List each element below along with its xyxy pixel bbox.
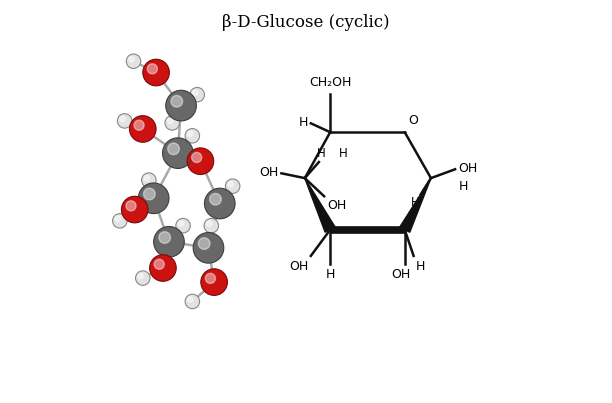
Circle shape: [168, 143, 179, 155]
Circle shape: [121, 196, 148, 223]
Polygon shape: [305, 178, 335, 232]
Circle shape: [168, 118, 173, 124]
Circle shape: [187, 131, 193, 137]
Circle shape: [115, 216, 121, 222]
Circle shape: [143, 59, 170, 86]
Text: H: H: [416, 260, 425, 273]
Circle shape: [163, 138, 193, 168]
Circle shape: [187, 297, 193, 302]
Text: H: H: [326, 268, 335, 281]
Circle shape: [144, 188, 155, 200]
Circle shape: [201, 269, 228, 295]
Circle shape: [228, 181, 233, 187]
Circle shape: [126, 201, 136, 211]
Circle shape: [154, 226, 184, 257]
Text: CH₂OH: CH₂OH: [309, 76, 351, 89]
Polygon shape: [400, 178, 431, 232]
Circle shape: [171, 96, 182, 107]
Text: OH: OH: [391, 268, 410, 281]
Text: OH: OH: [327, 199, 346, 212]
Circle shape: [185, 129, 200, 143]
Circle shape: [150, 255, 176, 281]
Text: H: H: [338, 147, 348, 160]
Circle shape: [159, 232, 171, 243]
Circle shape: [210, 193, 222, 205]
Circle shape: [165, 116, 179, 130]
Text: β-D-Glucose (cyclic): β-D-Glucose (cyclic): [222, 14, 390, 31]
Circle shape: [206, 221, 212, 226]
Circle shape: [130, 116, 156, 142]
Circle shape: [120, 116, 125, 122]
Circle shape: [166, 90, 196, 121]
Circle shape: [176, 218, 190, 233]
Circle shape: [134, 120, 144, 130]
Circle shape: [113, 214, 127, 228]
Text: O: O: [408, 114, 418, 127]
Circle shape: [144, 175, 149, 181]
Circle shape: [225, 179, 240, 193]
Circle shape: [178, 221, 184, 226]
Circle shape: [154, 259, 164, 269]
Circle shape: [126, 54, 141, 69]
Circle shape: [147, 64, 157, 74]
Circle shape: [206, 273, 215, 283]
Circle shape: [192, 90, 198, 96]
Text: H: H: [299, 116, 308, 129]
Circle shape: [138, 273, 143, 279]
Text: OH: OH: [289, 260, 308, 273]
Circle shape: [193, 233, 224, 263]
Text: OH: OH: [259, 166, 278, 179]
Text: H: H: [458, 180, 468, 193]
Circle shape: [185, 294, 200, 309]
Circle shape: [141, 173, 156, 187]
Circle shape: [192, 152, 202, 162]
Circle shape: [135, 271, 150, 285]
Text: H: H: [411, 196, 419, 209]
Circle shape: [187, 148, 214, 174]
Circle shape: [204, 218, 218, 233]
Circle shape: [138, 183, 169, 214]
Circle shape: [129, 56, 134, 62]
Circle shape: [190, 87, 204, 102]
Circle shape: [204, 188, 235, 219]
Circle shape: [118, 114, 132, 128]
Text: OH: OH: [458, 162, 477, 174]
Text: H: H: [316, 147, 326, 160]
Circle shape: [198, 238, 210, 249]
